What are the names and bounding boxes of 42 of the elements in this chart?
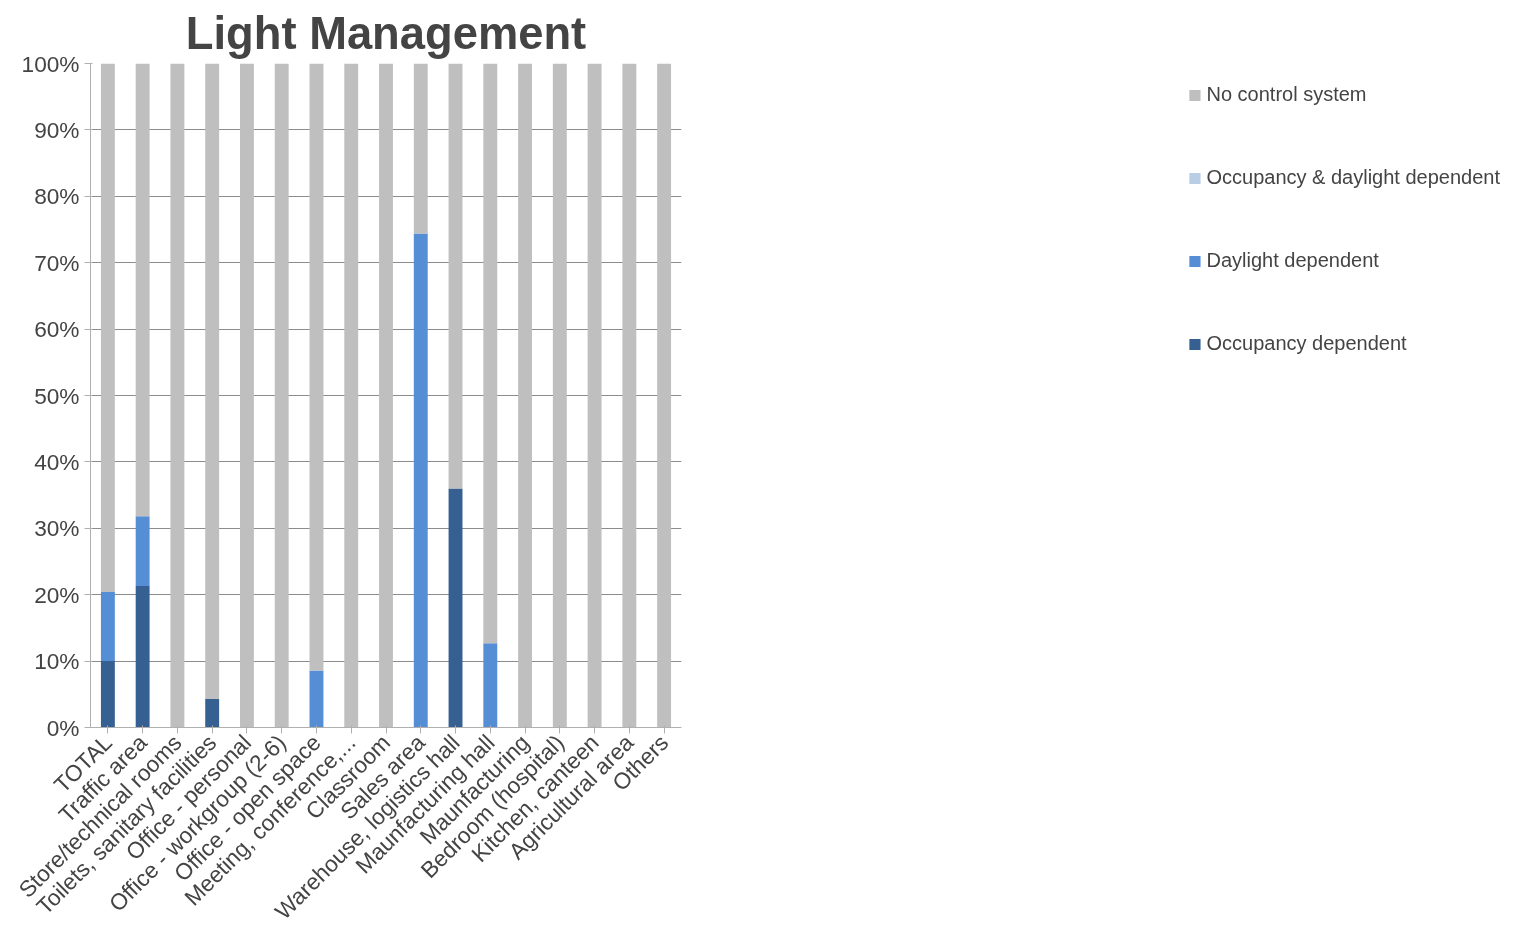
y-tick-label: 60% [34, 316, 80, 343]
bar [100, 63, 115, 593]
y-tick-label: 0% [46, 714, 80, 741]
bar [100, 661, 115, 728]
y-tick-label: 10% [34, 648, 80, 675]
y-tick-label: 90% [34, 116, 80, 143]
y-tick-label: 100% [21, 50, 80, 77]
bar [135, 516, 150, 587]
bar [239, 63, 254, 728]
legend-label: Occupancy dependent [1206, 332, 1407, 355]
y-tick-label: 80% [34, 183, 80, 210]
bar [100, 592, 115, 662]
bar [483, 643, 498, 728]
bar [309, 63, 324, 671]
bar [657, 63, 672, 728]
y-tick-label: 20% [34, 581, 80, 608]
bar [552, 63, 567, 728]
legend-label: Occupancy & daylight dependent [1206, 166, 1500, 189]
legend-label: No control system [1206, 83, 1367, 106]
bar [518, 63, 533, 728]
bar [448, 63, 463, 489]
bar [344, 63, 359, 728]
bar [205, 63, 220, 699]
bar [135, 586, 150, 728]
bar [274, 63, 289, 728]
bar [135, 63, 150, 517]
legend-label: Daylight dependent [1206, 249, 1379, 272]
bar [379, 63, 393, 728]
y-tick-label: 40% [34, 448, 80, 475]
bar [587, 63, 602, 728]
bar [205, 698, 220, 728]
bar [622, 63, 637, 728]
bar [413, 233, 428, 728]
y-tick-label: 50% [34, 382, 80, 409]
y-tick-label: 70% [34, 249, 80, 276]
bar [170, 63, 185, 728]
bar [448, 488, 463, 728]
y-tick-label: 30% [34, 515, 80, 542]
bar [413, 63, 428, 234]
bar [309, 670, 324, 728]
chart-title: Light Management [185, 7, 587, 59]
bar [483, 63, 498, 644]
